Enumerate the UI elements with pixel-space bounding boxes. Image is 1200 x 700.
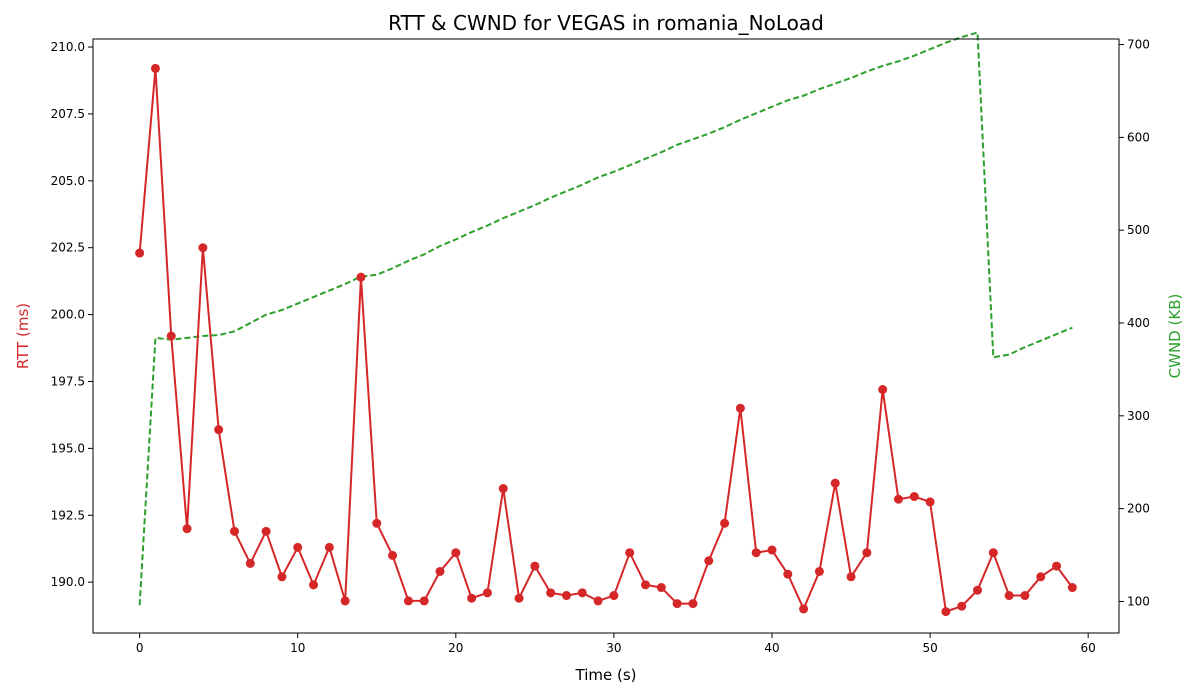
- rtt-point: [435, 566, 445, 576]
- x-tick-label: 10: [290, 641, 305, 655]
- rtt-point: [814, 566, 824, 576]
- chart-title: RTT & CWND for VEGAS in romania_NoLoad: [388, 11, 824, 35]
- rtt-point: [1067, 583, 1077, 593]
- rtt-point: [403, 596, 413, 606]
- rtt-point: [546, 588, 556, 598]
- rtt-point: [135, 248, 145, 258]
- rtt-point: [625, 548, 635, 558]
- rtt-point: [514, 593, 524, 603]
- rtt-point: [561, 591, 571, 601]
- rtt-point: [372, 518, 382, 528]
- x-tick-label: 20: [448, 641, 463, 655]
- rtt-point: [720, 518, 730, 528]
- rtt-point: [198, 243, 208, 253]
- x-tick-label: 30: [606, 641, 621, 655]
- y-right-tick-label: 100: [1127, 594, 1150, 608]
- rtt-point: [783, 569, 793, 579]
- rtt-point: [957, 601, 967, 611]
- y-left-tick-label: 205.0: [51, 174, 85, 188]
- y-left-tick-label: 192.5: [51, 508, 85, 522]
- plot-frame: [92, 38, 1120, 634]
- rtt-point: [925, 497, 935, 507]
- rtt-point: [451, 548, 461, 558]
- rtt-point: [593, 596, 603, 606]
- rtt-series-layer: [135, 63, 1077, 617]
- y-left-tick-label: 195.0: [51, 441, 85, 455]
- rtt-point: [862, 548, 872, 558]
- rtt-point: [182, 524, 192, 534]
- rtt-point: [878, 385, 888, 395]
- rtt-point: [1004, 591, 1014, 601]
- y-left-tick-label: 202.5: [51, 241, 85, 255]
- x-tick-label: 40: [764, 641, 779, 655]
- rtt-point: [988, 548, 998, 558]
- rtt-point: [214, 425, 224, 435]
- rtt-point: [229, 526, 239, 536]
- rtt-point: [846, 572, 856, 582]
- y-axis-left: 190.0 192.5 195.0 197.5 200.0 202.5 205.0 207.5…: [51, 40, 93, 589]
- rtt-point: [799, 604, 809, 614]
- cwnd-series-layer: [138, 31, 1073, 606]
- x-tick-label: 0: [136, 641, 144, 655]
- x-axis-title: Time (s): [575, 666, 637, 684]
- rtt-point: [261, 526, 271, 536]
- rtt-point: [309, 580, 319, 590]
- rtt-point: [245, 558, 255, 568]
- rtt-point: [388, 550, 398, 560]
- y-axis-right-title: CWND (KB): [1166, 294, 1184, 379]
- y-left-tick-label: 200.0: [51, 308, 85, 322]
- rtt-point: [1036, 572, 1046, 582]
- y-right-tick-label: 600: [1127, 130, 1150, 144]
- rtt-point: [340, 596, 350, 606]
- rtt-point: [909, 492, 919, 502]
- rtt-point: [672, 599, 682, 609]
- y-right-tick-label: 700: [1127, 38, 1150, 52]
- rtt-point: [467, 593, 477, 603]
- x-axis: 0 10 20 30 40 50 60: [136, 633, 1096, 655]
- rtt-point: [830, 478, 840, 488]
- rtt-point: [166, 331, 176, 341]
- y-right-tick-label: 500: [1127, 223, 1150, 237]
- rtt-point: [609, 591, 619, 601]
- y-axis-left-title: RTT (ms): [14, 303, 32, 369]
- y-left-tick-label: 190.0: [51, 575, 85, 589]
- rtt-point: [1020, 591, 1030, 601]
- cwnd-series-line: [138, 31, 1073, 606]
- rtt-point: [530, 561, 540, 571]
- y-left-tick-label: 197.5: [51, 374, 85, 388]
- rtt-point: [688, 599, 698, 609]
- rtt-point: [704, 556, 714, 566]
- y-right-tick-label: 300: [1127, 409, 1150, 423]
- rtt-point: [577, 588, 587, 598]
- y-left-tick-label: 210.0: [51, 40, 85, 54]
- rtt-point: [735, 403, 745, 413]
- rtt-point: [973, 585, 983, 595]
- rtt-point: [893, 494, 903, 504]
- rtt-point: [150, 63, 160, 73]
- y-left-tick-label: 207.5: [51, 107, 85, 121]
- rtt-point: [482, 588, 492, 598]
- rtt-point: [767, 545, 777, 555]
- x-tick-label: 60: [1081, 641, 1096, 655]
- x-tick-label: 50: [922, 641, 937, 655]
- rtt-point: [419, 596, 429, 606]
- y-right-tick-label: 200: [1127, 502, 1150, 516]
- y-right-tick-label: 400: [1127, 316, 1150, 330]
- rtt-point: [498, 484, 508, 494]
- rtt-point: [751, 548, 761, 558]
- rtt-point: [641, 580, 651, 590]
- rtt-point: [1052, 561, 1062, 571]
- rtt-point: [941, 607, 951, 617]
- rtt-point: [356, 272, 366, 282]
- rtt-point: [324, 542, 334, 552]
- rtt-point: [656, 583, 666, 593]
- rtt-point: [277, 572, 287, 582]
- y-axis-right: 100 200 300 400 500 600 700: [1119, 38, 1150, 608]
- rtt-point: [293, 542, 303, 552]
